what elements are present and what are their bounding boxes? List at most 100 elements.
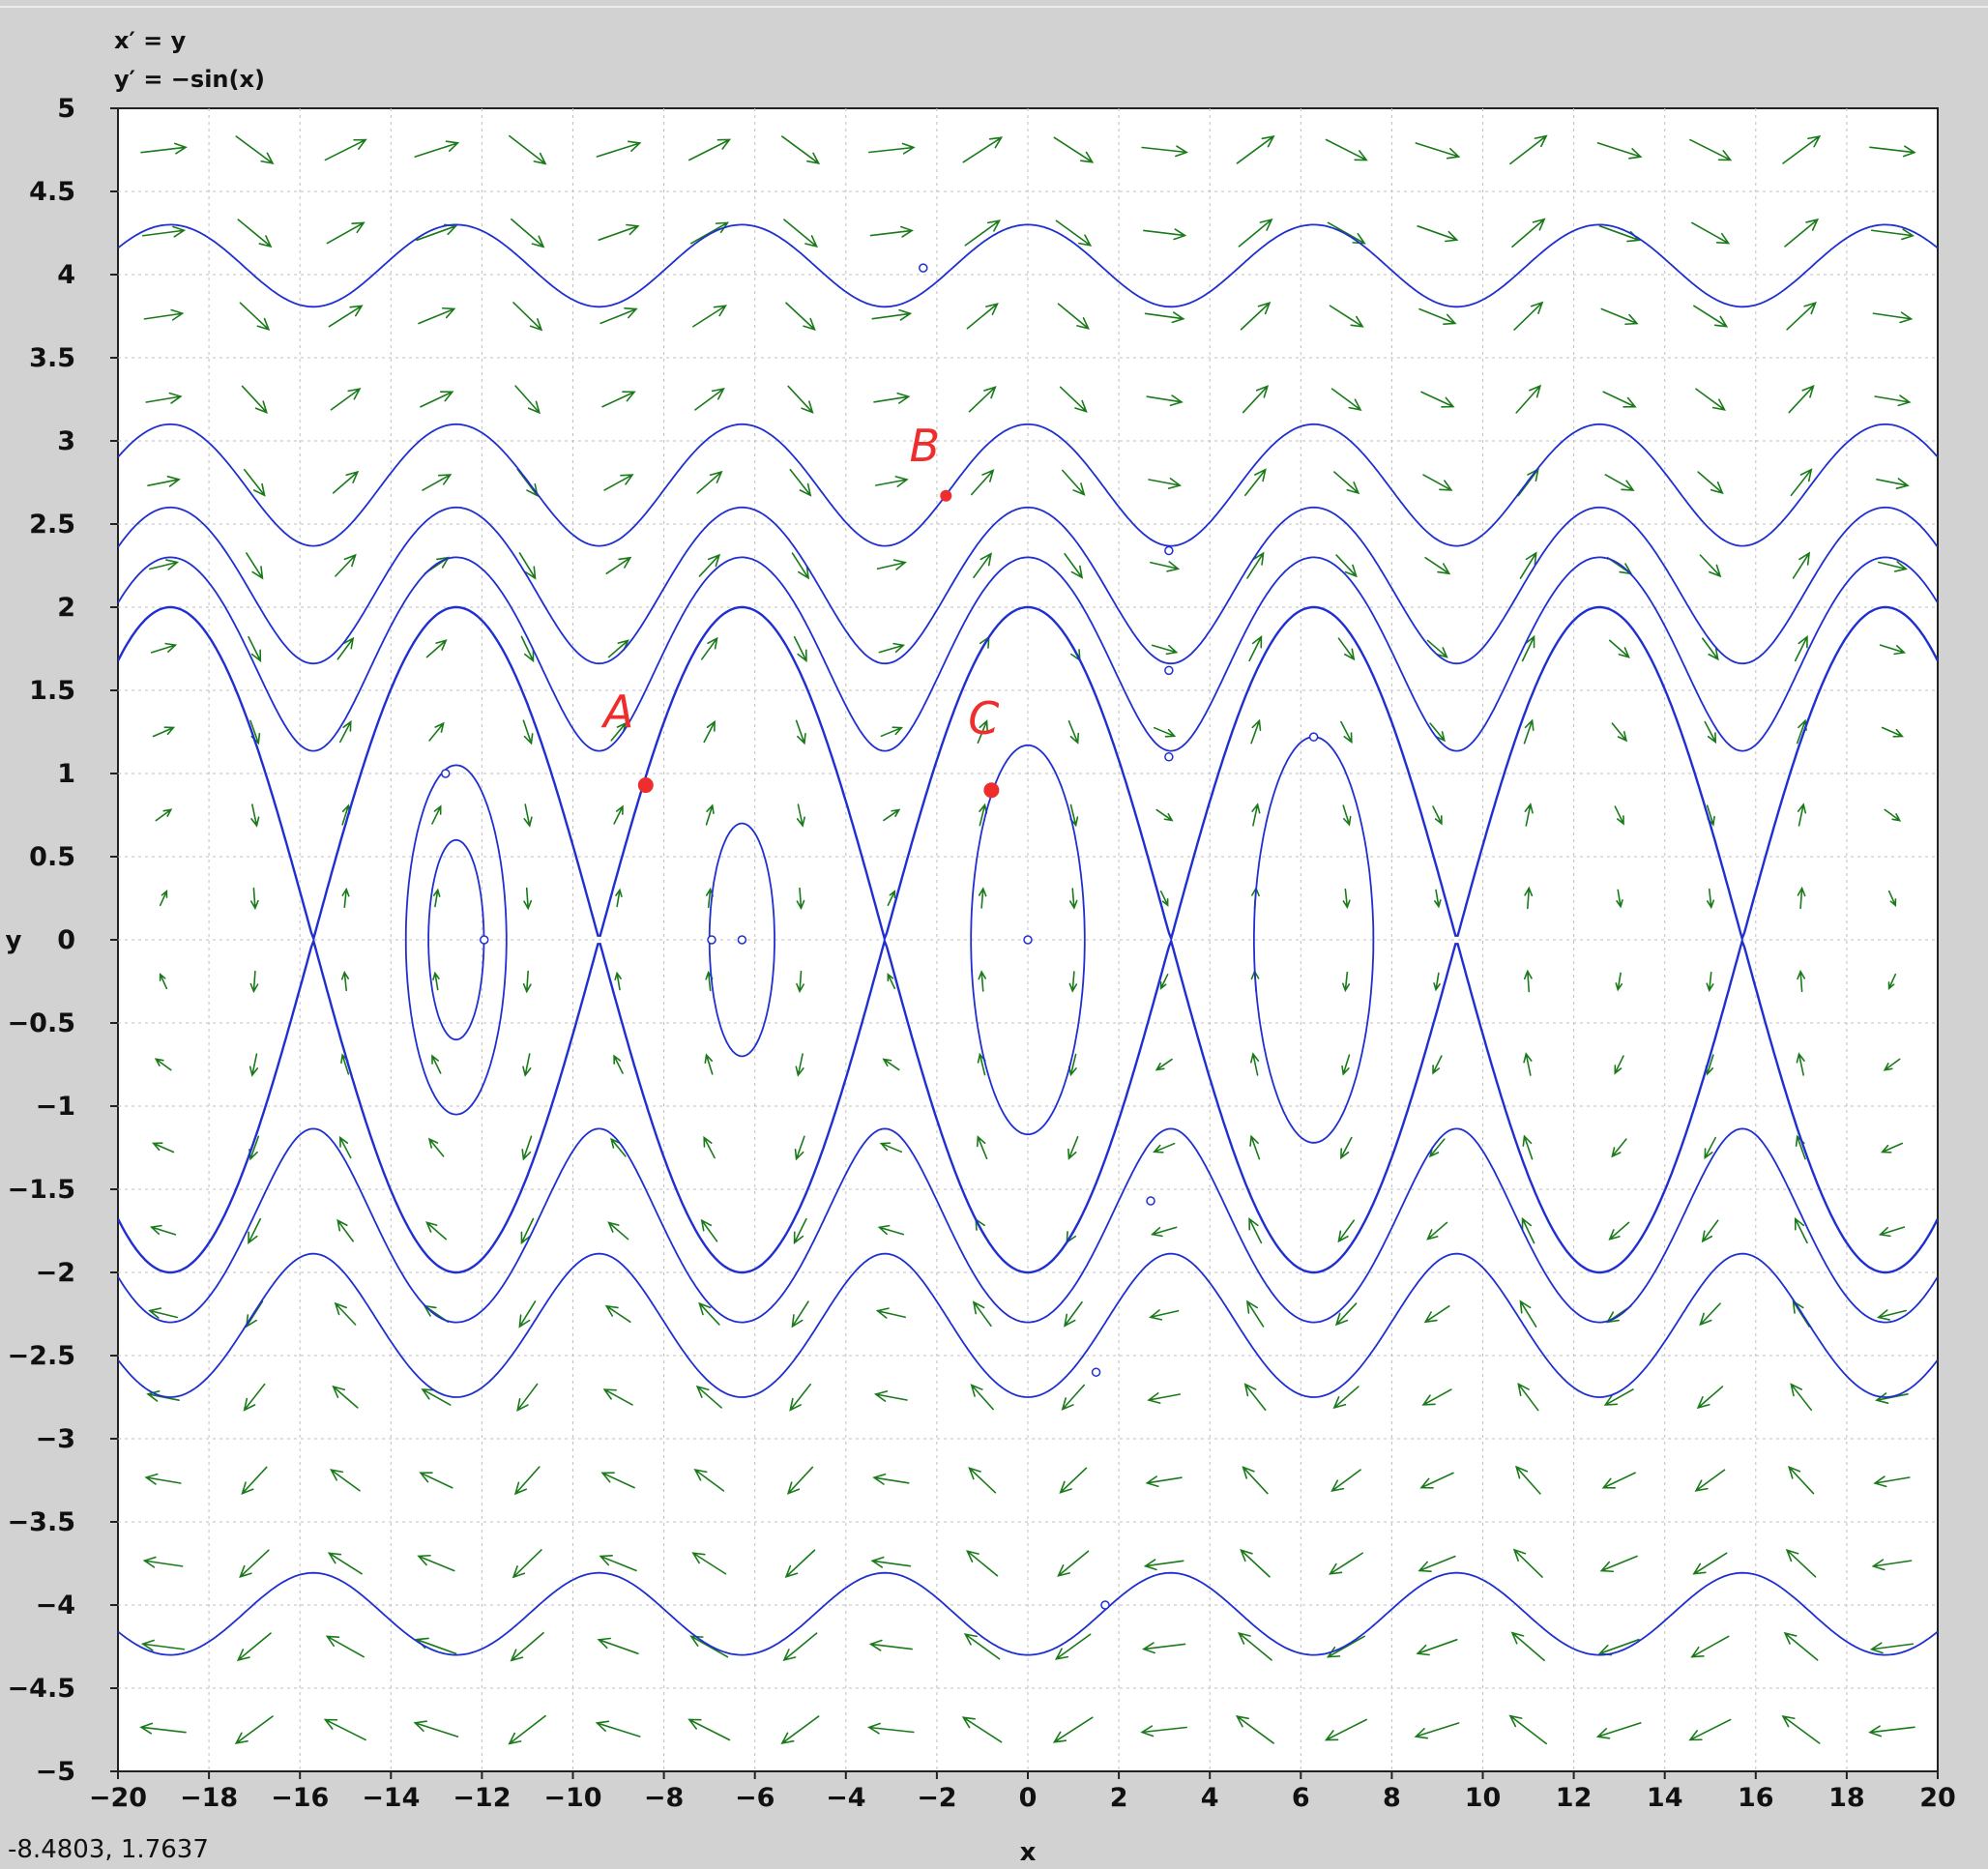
field-arrow: [1873, 1475, 1911, 1488]
field-arrow: [978, 970, 986, 992]
field-arrow: [425, 1221, 448, 1241]
equation-x-prime: x′ = y: [114, 27, 187, 54]
field-arrow: [241, 1466, 268, 1495]
field-arrow: [1432, 805, 1443, 826]
field-arrow: [148, 1307, 179, 1319]
field-arrow: [144, 1473, 182, 1485]
field-arrow: [1696, 1386, 1724, 1410]
field-arrow: [1706, 971, 1714, 993]
field-arrow: [1872, 311, 1914, 324]
trajectory-start-marker: [919, 263, 928, 273]
field-arrow: [1691, 221, 1731, 245]
field-arrow: [1238, 218, 1273, 248]
field-arrow: [1868, 1725, 1915, 1738]
trajectory-libration: [970, 744, 1086, 1136]
field-arrow: [1786, 301, 1817, 331]
field-arrow: [1240, 301, 1272, 331]
y-tick-label: −5: [36, 1757, 75, 1787]
field-arrow: [1523, 969, 1533, 993]
field-arrow: [1417, 225, 1459, 243]
annotation-point-c: [983, 782, 1000, 799]
field-arrow: [1068, 971, 1078, 993]
field-arrow: [795, 719, 806, 745]
field-arrow: [1514, 1465, 1541, 1495]
field-arrow: [248, 1217, 262, 1244]
field-arrow: [1880, 1142, 1904, 1154]
field-arrow: [1699, 1302, 1721, 1327]
field-arrow: [328, 305, 364, 328]
x-tick-label: −10: [543, 1783, 601, 1813]
field-arrow: [868, 1639, 913, 1651]
field-arrow: [140, 142, 188, 155]
y-axis-label: y: [6, 926, 22, 955]
grid-lines: [118, 108, 1938, 1771]
trajectory-start-marker: [1164, 752, 1174, 762]
field-arrow: [878, 642, 906, 654]
cursor-coordinate-readout: -8.4803, 1.7637: [8, 1835, 209, 1864]
field-arrow: [327, 1552, 363, 1575]
field-arrow: [978, 887, 987, 909]
trajectory-start-marker: [480, 935, 489, 945]
field-arrow: [1783, 1631, 1819, 1661]
y-tick-label: 3: [57, 426, 75, 456]
trajectory-libration: [1253, 736, 1375, 1144]
y-tick-label: −1.5: [8, 1175, 75, 1205]
x-tick-label: −4: [826, 1783, 865, 1813]
field-arrow: [787, 385, 814, 414]
field-arrow: [1432, 1055, 1443, 1075]
field-arrow: [1522, 1134, 1534, 1160]
field-arrow: [1054, 1633, 1092, 1660]
field-arrow: [332, 470, 360, 494]
field-arrow: [1064, 552, 1084, 579]
field-arrow: [1067, 1135, 1079, 1160]
equations-panel: x′ = y y′ = −sin(x): [114, 21, 265, 99]
field-arrow: [696, 470, 723, 494]
field-arrow: [1052, 1716, 1094, 1743]
x-tick-label: 8: [1383, 1783, 1401, 1813]
trajectory-rotation: [118, 1571, 1938, 1656]
x-tick-label: −20: [89, 1783, 147, 1813]
field-arrow: [597, 1637, 639, 1654]
field-arrow: [340, 970, 350, 992]
field-arrow: [148, 559, 180, 570]
field-arrow: [512, 302, 543, 332]
field-arrow: [155, 808, 173, 822]
field-arrow: [698, 1301, 720, 1326]
field-arrow: [1145, 1475, 1183, 1488]
field-arrow: [1513, 301, 1544, 331]
field-arrow: [1797, 803, 1807, 827]
y-tick-label: 0.5: [29, 842, 75, 872]
field-arrow: [1692, 1552, 1728, 1575]
field-arrow: [784, 1549, 816, 1579]
field-arrow: [1884, 808, 1902, 822]
field-arrow: [432, 888, 441, 908]
field-arrow: [605, 556, 632, 575]
x-tick-label: 10: [1465, 1783, 1502, 1813]
field-arrow: [523, 803, 533, 828]
field-arrow: [516, 468, 539, 498]
trajectory-start-marker: [1164, 665, 1174, 676]
field-arrow: [1596, 142, 1643, 160]
field-arrow: [1521, 1216, 1535, 1244]
field-arrow: [1419, 1472, 1454, 1489]
field-arrow: [882, 1058, 900, 1071]
field-arrow: [1785, 1548, 1817, 1578]
field-arrow: [615, 888, 623, 908]
field-arrow: [1874, 394, 1912, 407]
field-arrow: [1143, 1559, 1184, 1571]
field-arrow: [326, 221, 365, 245]
trajectories: [118, 223, 1938, 1656]
field-arrow: [1519, 1300, 1537, 1328]
field-arrow: [793, 635, 807, 662]
field-arrow: [514, 385, 541, 415]
field-arrow: [325, 1635, 365, 1658]
field-arrow: [968, 386, 997, 413]
field-arrow: [511, 218, 545, 248]
field-arrow: [1782, 134, 1822, 164]
field-arrow: [249, 970, 259, 994]
field-arrow: [334, 1301, 357, 1326]
field-arrow: [1342, 971, 1351, 993]
window-top-rule: [0, 6, 1988, 8]
field-arrow: [968, 1467, 997, 1494]
